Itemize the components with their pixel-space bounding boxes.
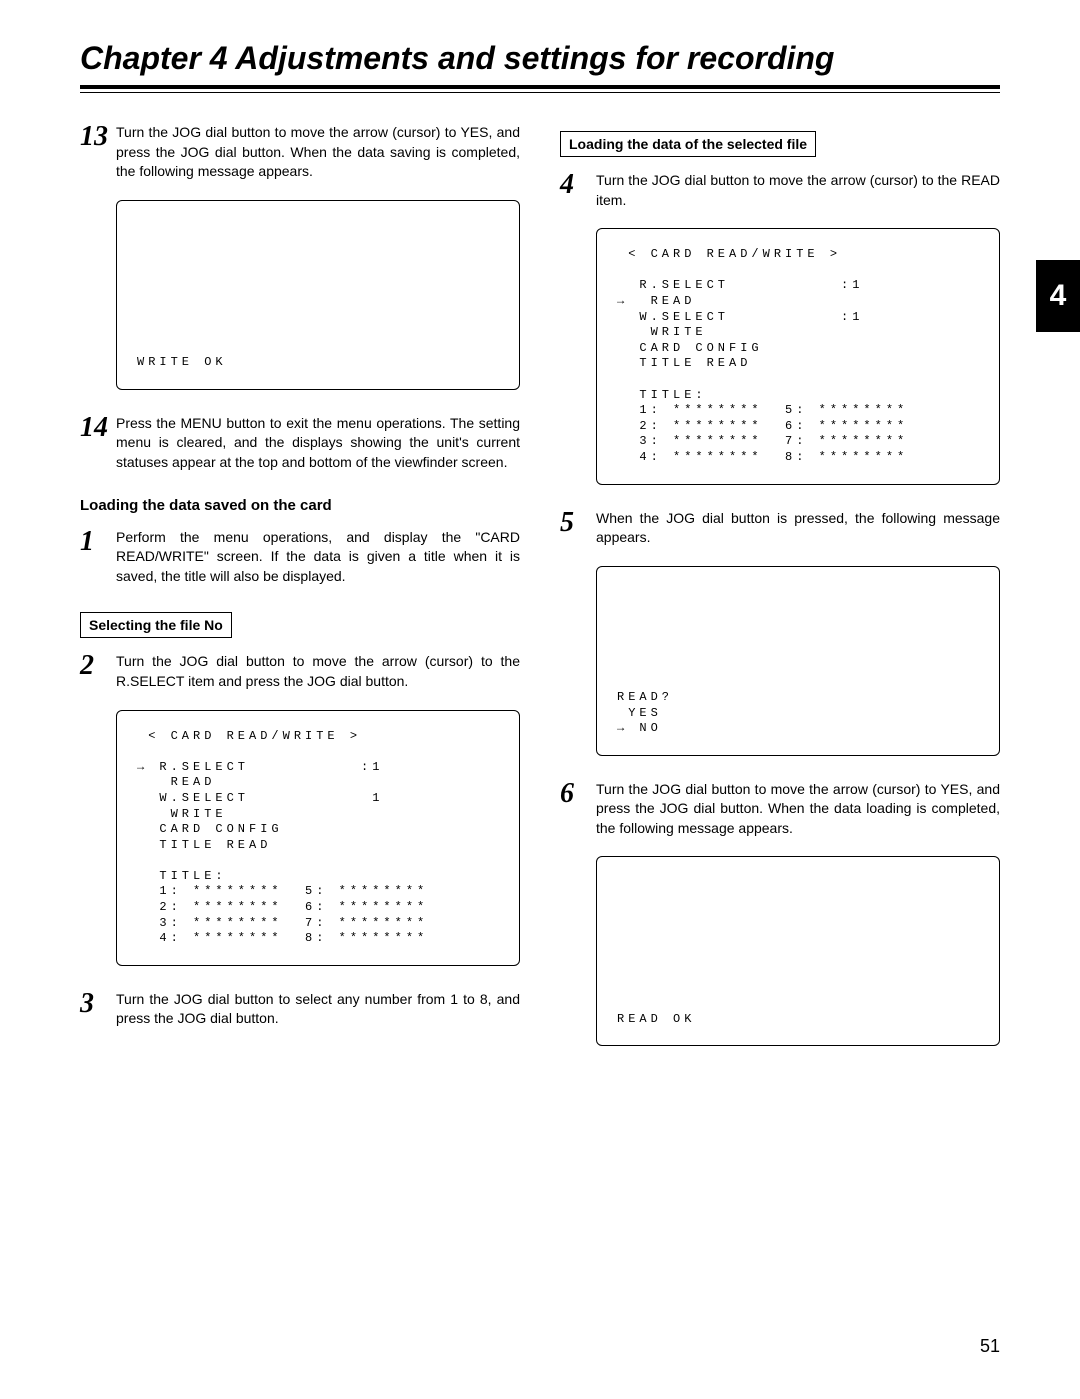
step-14: 14 Press the MENU button to exit the men… bbox=[80, 414, 520, 473]
step-text: Turn the JOG dial button to select any n… bbox=[116, 990, 520, 1029]
screen-write-ok: WRITE OK bbox=[116, 200, 520, 390]
page-number: 51 bbox=[980, 1336, 1000, 1357]
screen-content: READ? YES → NO bbox=[617, 690, 979, 737]
step-text: Turn the JOG dial button to move the arr… bbox=[116, 123, 520, 182]
step-text: Press the MENU button to exit the menu o… bbox=[116, 414, 520, 473]
step-3: 3 Turn the JOG dial button to select any… bbox=[80, 990, 520, 1029]
step-number: 3 bbox=[80, 990, 116, 1018]
screen-card-rw-a: < CARD READ/WRITE > → R.SELECT :1 READ W… bbox=[116, 710, 520, 966]
step-text: Turn the JOG dial button to move the arr… bbox=[596, 780, 1000, 839]
chapter-title: Chapter 4 Adjustments and settings for r… bbox=[80, 40, 1000, 77]
step-4: 4 Turn the JOG dial button to move the a… bbox=[560, 171, 1000, 210]
step-2: 2 Turn the JOG dial button to move the a… bbox=[80, 652, 520, 691]
step-text: Perform the menu operations, and display… bbox=[116, 528, 520, 587]
screen-content: WRITE OK bbox=[137, 355, 499, 371]
chapter-tab: 4 bbox=[1036, 260, 1080, 332]
step-1: 1 Perform the menu operations, and displ… bbox=[80, 528, 520, 587]
title-rule bbox=[80, 85, 1000, 93]
step-number: 5 bbox=[560, 509, 596, 537]
box-loading-selected: Loading the data of the selected file bbox=[560, 131, 816, 157]
step-text: Turn the JOG dial button to move the arr… bbox=[596, 171, 1000, 210]
step-number: 1 bbox=[80, 528, 116, 556]
step-number: 14 bbox=[80, 414, 116, 442]
step-text: When the JOG dial button is pressed, the… bbox=[596, 509, 1000, 548]
screen-card-rw-b: < CARD READ/WRITE > R.SELECT :1 → READ W… bbox=[596, 228, 1000, 484]
heading-load-card: Loading the data saved on the card bbox=[80, 497, 520, 514]
screen-read-prompt: READ? YES → NO bbox=[596, 566, 1000, 756]
content-columns: 13 Turn the JOG dial button to move the … bbox=[80, 123, 1000, 1070]
right-column: Loading the data of the selected file 4 … bbox=[560, 123, 1000, 1070]
step-6: 6 Turn the JOG dial button to move the a… bbox=[560, 780, 1000, 839]
step-5: 5 When the JOG dial button is pressed, t… bbox=[560, 509, 1000, 548]
box-selecting-file: Selecting the file No bbox=[80, 612, 232, 638]
left-column: 13 Turn the JOG dial button to move the … bbox=[80, 123, 520, 1070]
step-number: 13 bbox=[80, 123, 116, 151]
screen-content: READ OK bbox=[617, 1012, 979, 1028]
step-number: 6 bbox=[560, 780, 596, 808]
step-number: 4 bbox=[560, 171, 596, 199]
screen-read-ok: READ OK bbox=[596, 856, 1000, 1046]
step-13: 13 Turn the JOG dial button to move the … bbox=[80, 123, 520, 182]
step-text: Turn the JOG dial button to move the arr… bbox=[116, 652, 520, 691]
step-number: 2 bbox=[80, 652, 116, 680]
